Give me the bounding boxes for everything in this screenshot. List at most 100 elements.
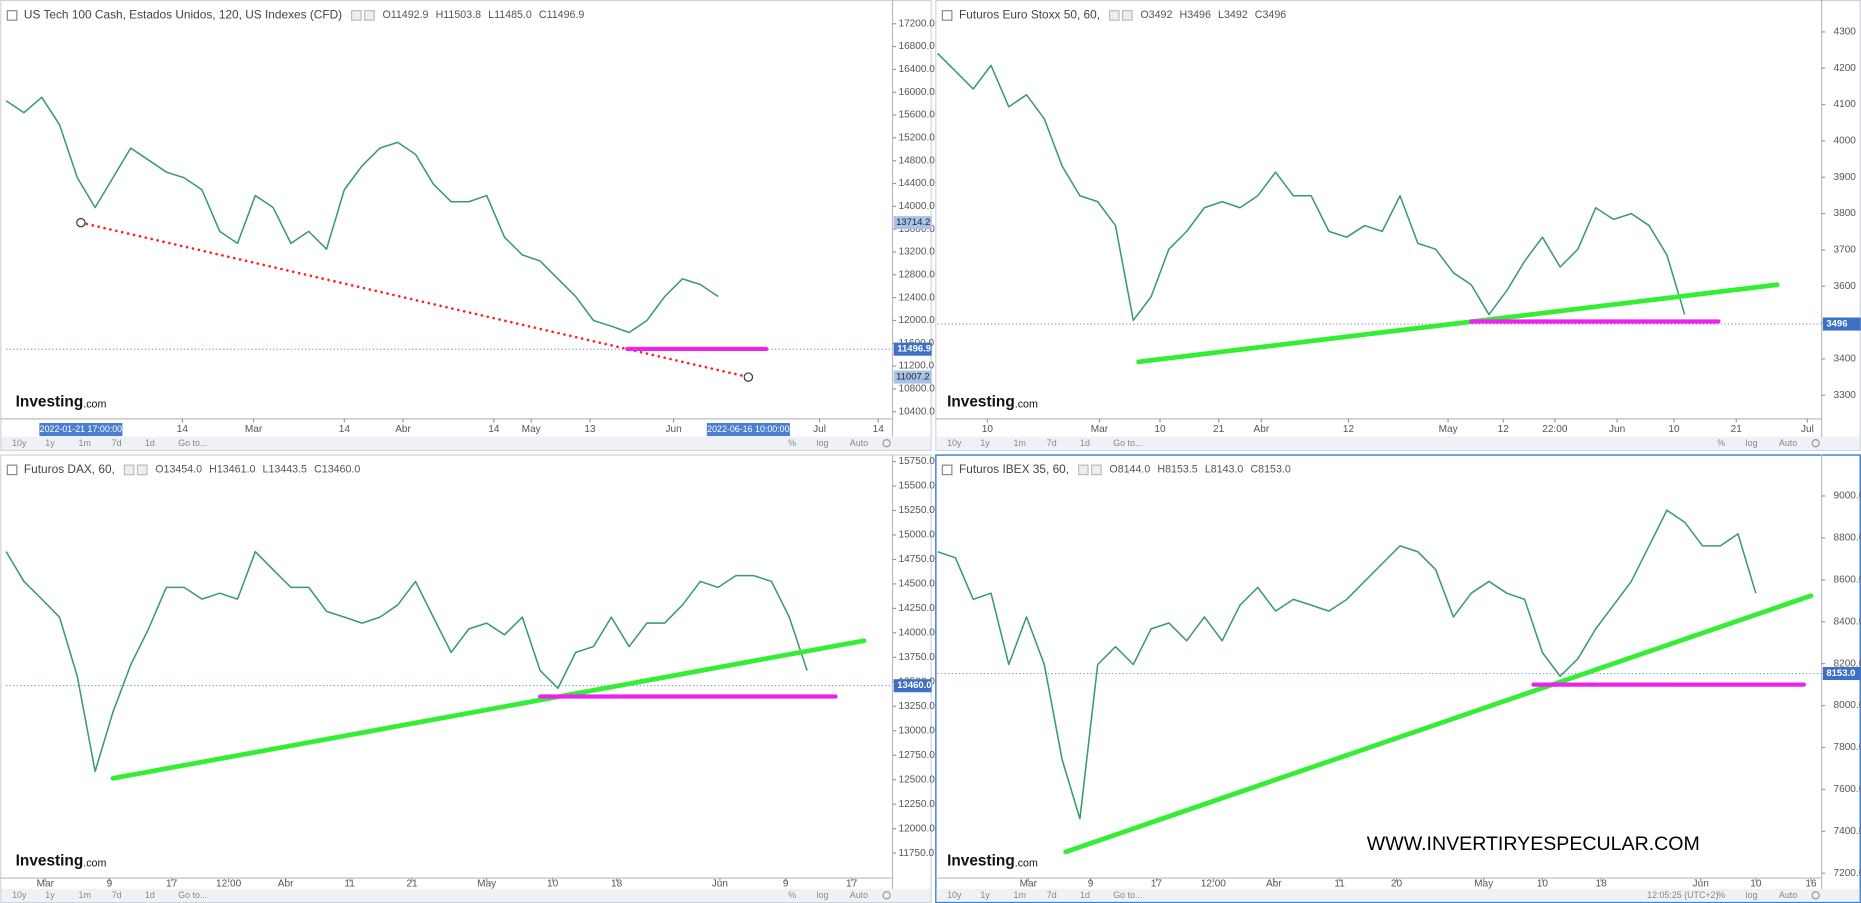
range-button[interactable]: 1m: [1014, 890, 1026, 900]
range-button[interactable]: 1y: [980, 438, 990, 448]
trend-handle: [743, 372, 754, 382]
y-marker-label: 11007.2: [896, 372, 930, 383]
x-tick-label: Abr: [278, 879, 294, 890]
y-tick-label: 10400.0: [898, 406, 935, 417]
range-button[interactable]: 1m: [1014, 438, 1026, 448]
range-button[interactable]: 7d: [1047, 890, 1057, 900]
option-button[interactable]: Auto: [1779, 438, 1797, 448]
option-button[interactable]: %: [1717, 890, 1725, 900]
option-button[interactable]: %: [788, 890, 796, 900]
y-marker-box: [893, 370, 932, 384]
ohlc-value: H13461.0: [209, 464, 255, 476]
y-tick-label: 13250.0: [898, 701, 935, 712]
y-tick-label: 13750.0: [898, 652, 935, 663]
y-tick-label: 3700: [1834, 245, 1857, 256]
chart-title: Futuros DAX, 60,: [24, 462, 115, 476]
y-tick-label: 14400.0: [898, 178, 935, 189]
range-button[interactable]: 10y: [947, 890, 962, 900]
x-tick-label: 14: [339, 424, 351, 435]
ohlc-value: L3492: [1218, 9, 1248, 21]
option-button[interactable]: %: [788, 438, 796, 448]
logo-name: Investing: [947, 853, 1015, 870]
goto-button[interactable]: Go to...: [178, 890, 207, 900]
settings-button[interactable]: [882, 891, 891, 900]
x-tick-label: Abr: [1266, 879, 1282, 890]
range-button[interactable]: 1y: [45, 890, 55, 900]
range-button[interactable]: 7d: [112, 438, 122, 448]
range-button[interactable]: 1m: [79, 890, 91, 900]
y-tick-label: 15250.0: [898, 505, 935, 516]
panel-icon: [6, 10, 18, 21]
x-tick-label: Mar: [1020, 879, 1038, 890]
x-tick-label: Mar: [37, 879, 55, 890]
y-tick-label: 8800.0: [1834, 533, 1861, 544]
y-tick-label: 13600.0: [898, 224, 935, 235]
y-tick-label: 3600: [1834, 281, 1857, 292]
settings-button[interactable]: [1811, 891, 1820, 900]
y-tick-label: 16800.0: [898, 41, 935, 52]
option-button[interactable]: log: [817, 438, 829, 448]
range-button[interactable]: 1d: [145, 438, 155, 448]
x-tick-label: 18: [611, 879, 623, 890]
range-button[interactable]: 10y: [947, 438, 962, 448]
option-button[interactable]: Auto: [850, 890, 868, 900]
settings-button[interactable]: [882, 439, 891, 448]
logo-suffix: .com: [1015, 858, 1038, 870]
y-marker-box: [893, 216, 932, 230]
x-tick-label: 9: [1088, 879, 1094, 890]
y-tick-label: 15600.0: [898, 110, 935, 121]
y-tick-label: 4200: [1834, 63, 1857, 74]
range-button[interactable]: 1y: [980, 890, 990, 900]
y-tick-label: 7600.0: [1834, 784, 1861, 795]
x-tick-label: 12: [1343, 424, 1355, 435]
goto-button[interactable]: Go to...: [178, 438, 207, 448]
price-line: [937, 52, 1686, 322]
x-marker-label: 2022-01-21 17:00:00: [40, 424, 122, 434]
goto-button[interactable]: Go to...: [1113, 438, 1142, 448]
option-button[interactable]: log: [817, 890, 829, 900]
option-button[interactable]: Auto: [1779, 890, 1797, 900]
y-tick-label: 14000.0: [898, 628, 935, 639]
range-button[interactable]: 10y: [12, 890, 27, 900]
option-button[interactable]: log: [1746, 438, 1758, 448]
toolbar: [1, 888, 931, 902]
range-button[interactable]: 10y: [12, 438, 27, 448]
trend-handle: [76, 217, 86, 228]
last-price-label: 13460.0: [897, 680, 931, 691]
range-button[interactable]: 7d: [112, 890, 122, 900]
panel-frame: [935, 454, 1861, 903]
x-marker-box: [39, 423, 123, 437]
trend-line: [1063, 593, 1814, 855]
goto-button[interactable]: Go to...: [1113, 890, 1142, 900]
y-tick-label: 7800.0: [1834, 742, 1861, 753]
x-tick-label: Jun: [712, 879, 728, 890]
option-button[interactable]: Auto: [850, 438, 868, 448]
option-button[interactable]: log: [1746, 890, 1758, 900]
trend-line: [79, 221, 750, 379]
range-button[interactable]: 7d: [1047, 438, 1057, 448]
y-tick-label: 14800.0: [898, 155, 935, 166]
y-tick-label: 11750.0: [898, 848, 934, 859]
last-price-label: 11496.9: [897, 344, 931, 355]
last-price-box: [893, 679, 932, 693]
range-button[interactable]: 1d: [145, 890, 155, 900]
logo-name: Investing: [16, 853, 84, 870]
x-tick-label: May: [1439, 424, 1459, 435]
y-tick-label: 4300: [1834, 27, 1857, 38]
x-tick-label: 12:00: [1201, 879, 1227, 890]
range-button[interactable]: 1y: [45, 438, 55, 448]
y-tick-label: 14750.0: [898, 554, 935, 565]
x-tick-label: 18: [1595, 879, 1607, 890]
range-button[interactable]: 1d: [1080, 890, 1090, 900]
ohlc-value: C8153.0: [1250, 464, 1290, 476]
range-button[interactable]: 1d: [1080, 438, 1090, 448]
option-button[interactable]: %: [1717, 438, 1725, 448]
price-line: [937, 509, 1757, 820]
range-button[interactable]: 1m: [79, 438, 91, 448]
y-tick-label: 12000.0: [898, 315, 935, 326]
y-tick-label: 7200.0: [1834, 868, 1861, 879]
settings-button[interactable]: [1811, 439, 1820, 448]
y-tick-label: 3900: [1834, 172, 1857, 183]
x-tick-label: 10: [1537, 879, 1549, 890]
